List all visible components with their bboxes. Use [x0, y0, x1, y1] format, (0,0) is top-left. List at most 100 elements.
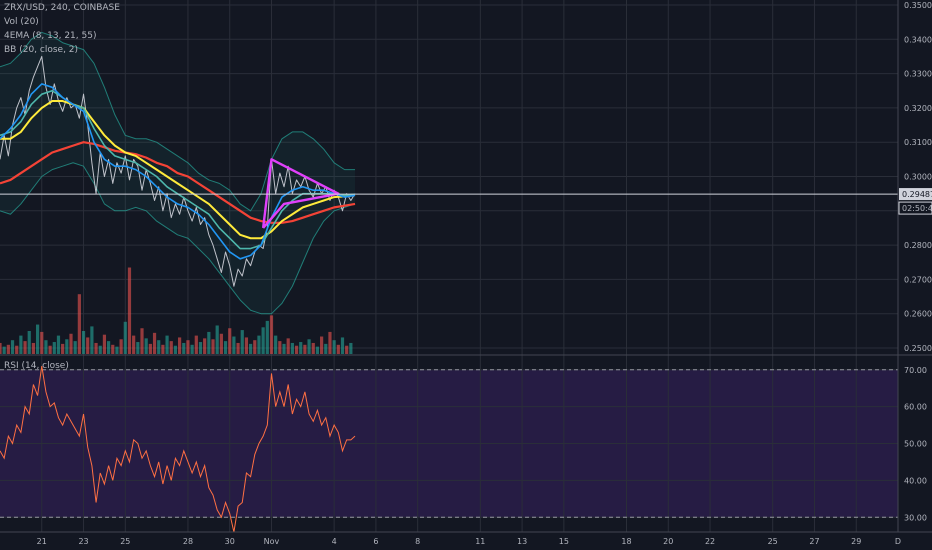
volume-bar — [15, 345, 19, 354]
volume-bar — [311, 342, 315, 354]
volume-bar — [240, 330, 244, 354]
legend-bb[interactable]: BB (20, close, 2) — [4, 45, 79, 55]
rsi-pane — [0, 365, 898, 533]
time-axis[interactable]: 21 23 25 28 30 Nov 4 6 8 11 13 15 18 20 22 25 27 29 D — [37, 537, 901, 546]
ema8-line — [0, 83, 356, 260]
legend-vol[interactable]: Vol (20) — [4, 17, 39, 27]
volume-bar — [261, 327, 265, 354]
ema21-line — [0, 100, 356, 240]
bb-upper-line — [0, 31, 356, 212]
volume-bar — [0, 342, 2, 354]
price-tick-label: 0.300000 — [904, 173, 932, 182]
volume-bar — [123, 321, 127, 354]
price-line — [0, 55, 356, 287]
volume-bar — [198, 342, 203, 354]
volume-bar — [136, 342, 140, 354]
time-tick-label: 28 — [183, 537, 193, 546]
volume-bar — [10, 340, 15, 354]
volume-bar — [144, 338, 148, 354]
price-tick-label: 0.320000 — [904, 104, 932, 113]
countdown-label: 02:50:48 — [902, 204, 932, 213]
rsi-line — [0, 365, 356, 533]
volume-bar — [23, 341, 27, 354]
legend-symbol[interactable]: ZRX/USD, 240, COINBASE — [4, 3, 120, 13]
volume-bar — [223, 341, 228, 354]
price-tick-label: 0.270000 — [904, 275, 932, 284]
volume-bar — [236, 342, 240, 354]
volume-bar — [31, 342, 36, 354]
volume-bar — [303, 344, 307, 354]
volume-bar — [102, 334, 107, 354]
volume-bar — [332, 340, 336, 354]
volume-bar — [257, 335, 261, 354]
volume-bar — [269, 315, 274, 354]
volume-bar — [132, 335, 136, 354]
volume-bar — [86, 337, 90, 354]
volume-bar — [140, 328, 144, 354]
time-tick-label: Nov — [264, 537, 280, 546]
bb-lower-line — [0, 162, 356, 315]
volume-bar — [320, 336, 324, 354]
rsi-tick-label: 30.00 — [904, 513, 927, 522]
volume-bar — [299, 342, 303, 354]
volume-bar — [77, 294, 81, 354]
price-tick-label: 0.330000 — [904, 70, 932, 79]
volume-bar — [232, 336, 236, 354]
volume-bar — [253, 340, 257, 354]
volume-bar — [194, 335, 198, 354]
volume-bar — [265, 320, 269, 354]
volume-bar — [178, 337, 182, 354]
volume-bar — [215, 325, 219, 354]
rsi-tick-label: 50.00 — [904, 440, 927, 449]
volume-bar — [165, 335, 169, 354]
legend-rsi[interactable]: RSI (14, close) — [4, 361, 69, 371]
time-tick-label: 30 — [225, 537, 235, 546]
price-lines — [0, 31, 898, 315]
volume-bar — [56, 335, 61, 354]
price-tick-label: 0.310000 — [904, 138, 932, 147]
time-tick-label: 18 — [621, 537, 631, 546]
volume-bar — [40, 331, 44, 354]
rsi-axis[interactable]: 70.00 60.00 50.00 40.00 30.00 — [904, 366, 927, 523]
volume-bar — [65, 339, 69, 354]
time-tick-label: 29 — [851, 537, 861, 546]
volume-bar — [157, 340, 161, 354]
volume-bar — [52, 342, 56, 354]
price-tick-label: 0.260000 — [904, 310, 932, 319]
volume-bar — [211, 339, 215, 354]
rsi-tick-label: 70.00 — [904, 366, 927, 375]
volume-bar — [336, 344, 340, 354]
time-tick-label: 27 — [809, 537, 819, 546]
volume-bar — [119, 339, 123, 354]
volume-bar — [98, 345, 102, 354]
volume-bars — [0, 267, 353, 354]
volume-bar — [290, 342, 294, 354]
volume-bar — [190, 344, 194, 354]
volume-bar — [111, 344, 115, 354]
volume-bar — [161, 344, 165, 354]
volume-bar — [90, 326, 94, 354]
volume-bar — [69, 333, 73, 354]
volume-bar — [307, 339, 311, 354]
time-tick-label: 15 — [559, 537, 569, 546]
volume-bar — [169, 341, 173, 354]
volume-bar — [282, 343, 286, 354]
volume-bar — [6, 344, 10, 354]
volume-bar — [127, 267, 132, 354]
time-tick-label: 6 — [373, 537, 378, 546]
volume-bar — [35, 324, 40, 354]
legend-ema[interactable]: 4EMA (8, 13, 21, 55) — [4, 31, 97, 41]
volume-bar — [182, 342, 186, 354]
current-price-tag: 0.294875 02:50:48 — [898, 188, 932, 215]
countdown-box — [898, 201, 932, 215]
volume-bar — [61, 343, 65, 354]
volume-bar — [106, 341, 111, 354]
price-tag-box — [899, 188, 932, 201]
time-tick-label: 25 — [768, 537, 778, 546]
time-tick-label: 11 — [475, 537, 485, 546]
time-tick-label: 4 — [332, 537, 337, 546]
volume-bar — [27, 331, 31, 354]
volume-bar — [81, 331, 86, 354]
volume-bar — [48, 345, 52, 354]
